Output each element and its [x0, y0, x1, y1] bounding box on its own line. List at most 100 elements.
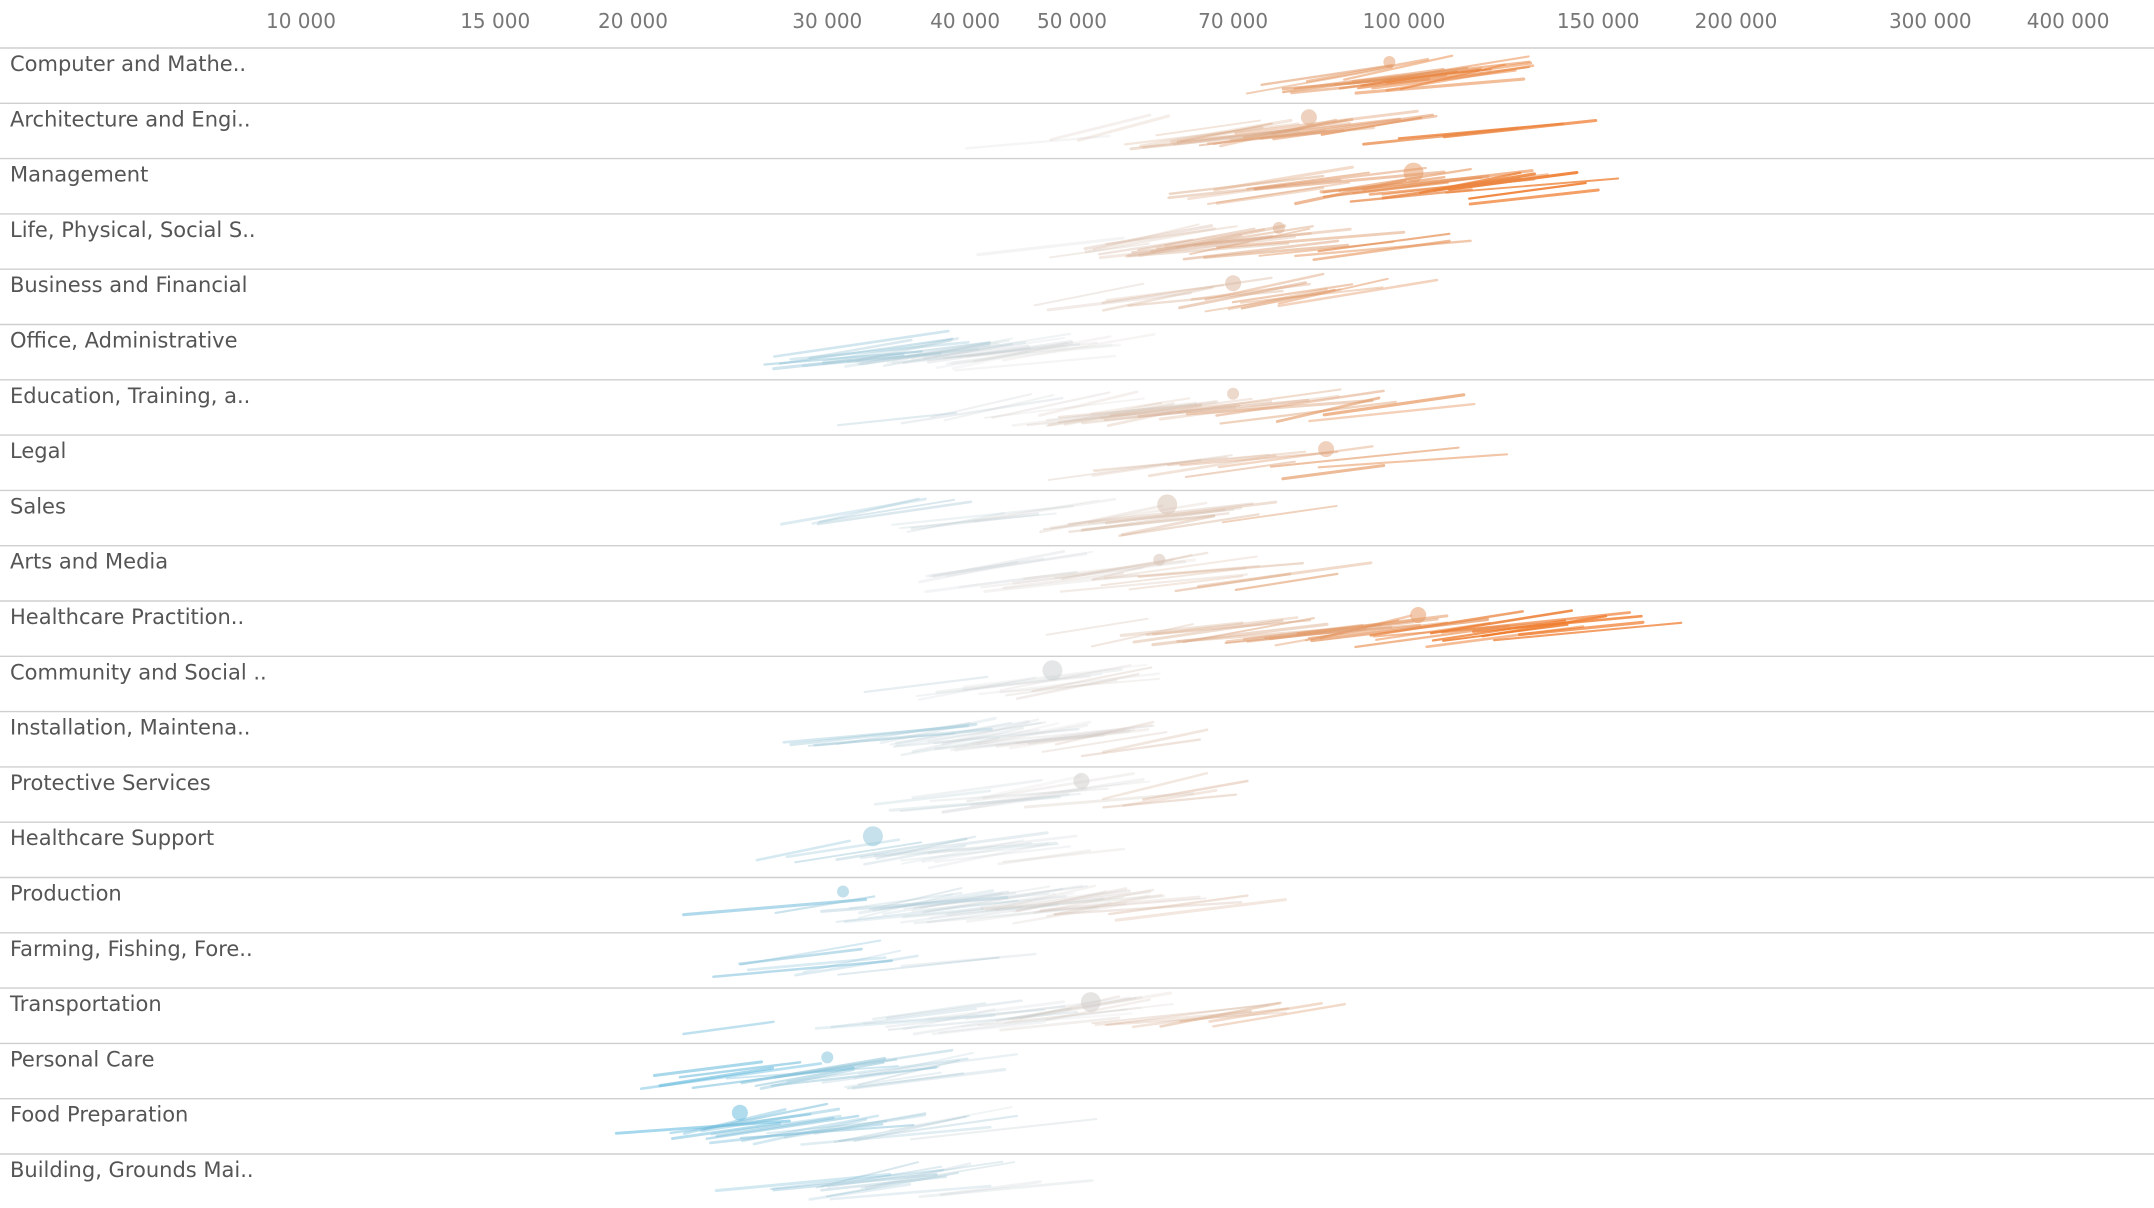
salary-range-line: [1204, 288, 1342, 313]
salary-range-line: [950, 728, 1136, 752]
salary-range-line: [1023, 791, 1195, 809]
salary-range-line: [900, 736, 1000, 757]
salary-range-line: [1151, 622, 1329, 647]
salary-range-line: [1120, 514, 1216, 537]
salary-range-line: [1128, 575, 1244, 591]
highlight-point: [1153, 553, 1166, 566]
salary-range-line: [911, 332, 1072, 361]
category-label: Personal Care: [10, 1047, 155, 1071]
salary-range-line: [1093, 456, 1228, 473]
salary-range-line: [813, 727, 993, 747]
salary-range-line: [939, 1180, 1042, 1197]
highlight-point: [1318, 441, 1335, 458]
salary-range-line: [1152, 619, 1312, 636]
salary-range-line: [928, 892, 1076, 920]
salary-range-line: [1098, 240, 1250, 260]
salary-range-line: [1369, 610, 1524, 637]
salary-range-line: [794, 841, 923, 864]
salary-range-line: [900, 839, 1025, 865]
salary-range-line: [1307, 621, 1449, 640]
salary-range-line: [669, 1112, 812, 1135]
salary-range-line: [999, 664, 1132, 692]
highlight-point: [1227, 387, 1240, 400]
salary-range-line: [1270, 117, 1401, 135]
salary-range-line: [958, 571, 1076, 589]
salary-range-line: [614, 1119, 791, 1135]
salary-range-line: [875, 835, 977, 860]
salary-range-line: [1156, 232, 1312, 250]
category-label: Legal: [10, 439, 66, 463]
salary-range-line: [786, 1057, 969, 1083]
category-label: Life, Physical, Social S..: [10, 218, 256, 242]
category-label: Transportation: [9, 992, 162, 1016]
salary-range-line: [1106, 404, 1202, 427]
salary-range-line: [1004, 1002, 1175, 1024]
salary-range-line: [639, 1062, 823, 1091]
salary-range-line: [1076, 114, 1171, 142]
salary-range-line: [943, 394, 1055, 422]
salary-range-line: [859, 831, 1049, 860]
category-label: Healthcare Practition..: [10, 605, 244, 629]
salary-range-line: [1046, 893, 1163, 918]
salary-range-line: [863, 844, 966, 866]
salary-range-line: [1215, 389, 1385, 417]
salary-range-line: [1090, 397, 1191, 415]
salary-range-line: [1047, 400, 1218, 427]
salary-range-line: [800, 1125, 992, 1146]
salary-range-line: [1100, 567, 1247, 587]
salary-range-line: [755, 839, 851, 862]
salary-range-line: [1418, 171, 1522, 195]
salary-range-line: [965, 134, 1111, 150]
salary-range-line: [766, 1120, 888, 1135]
salary-range-line: [1253, 166, 1427, 190]
salary-range-line: [1305, 58, 1430, 83]
salary-range-line: [1114, 898, 1287, 922]
salary-range-line: [1493, 621, 1683, 642]
salary-range-line: [752, 1118, 868, 1146]
row-marks: [639, 1048, 1018, 1091]
salary-range-line: [821, 1065, 940, 1084]
salary-range-line: [1122, 789, 1218, 807]
salary-range-line: [1137, 398, 1310, 418]
salary-range-line: [811, 497, 920, 525]
salary-range-line: [1137, 227, 1256, 251]
salary-range-line: [1054, 720, 1155, 746]
salary-range-line: [1098, 238, 1194, 256]
x-tick-label: 300 000: [1889, 9, 1972, 33]
salary-range-line: [1033, 282, 1145, 307]
salary-range-line: [1319, 174, 1490, 194]
salary-range-line: [1045, 998, 1151, 1022]
salary-range-line: [830, 1007, 978, 1029]
salary-range-line: [1221, 504, 1338, 524]
salary-range-line: [999, 677, 1161, 694]
salary-range-line: [1208, 1001, 1323, 1023]
salary-range-line: [1011, 401, 1197, 427]
salary-range-line: [773, 329, 950, 358]
salary-range-line: [891, 343, 1081, 364]
highlight-point: [1042, 660, 1063, 681]
salary-range-line: [935, 667, 1124, 694]
row-marks: [918, 550, 1373, 594]
salary-range-line: [962, 674, 1091, 691]
salary-range-line: [892, 727, 1080, 748]
salary-range-line: [1090, 623, 1194, 648]
row-marks: [755, 826, 1126, 870]
salary-range-line: [848, 891, 963, 910]
highlight-point: [1410, 607, 1427, 623]
salary-range-line: [885, 999, 1023, 1020]
salary-range-line: [1012, 902, 1127, 925]
salary-range-line: [873, 841, 1058, 858]
salary-range-line: [1174, 572, 1292, 593]
salary-range-line: [868, 887, 963, 911]
salary-range-line: [857, 1059, 960, 1086]
salary-range-line: [900, 905, 1024, 924]
salary-range-line: [954, 354, 1117, 372]
salary-range-line: [1001, 333, 1156, 362]
salary-range-line: [789, 340, 970, 361]
salary-range-line: [1091, 1004, 1270, 1025]
highlight-point: [837, 885, 849, 898]
salary-range-line: [778, 337, 954, 365]
salary-range-line: [709, 1122, 884, 1145]
salary-range-line: [1091, 565, 1260, 581]
